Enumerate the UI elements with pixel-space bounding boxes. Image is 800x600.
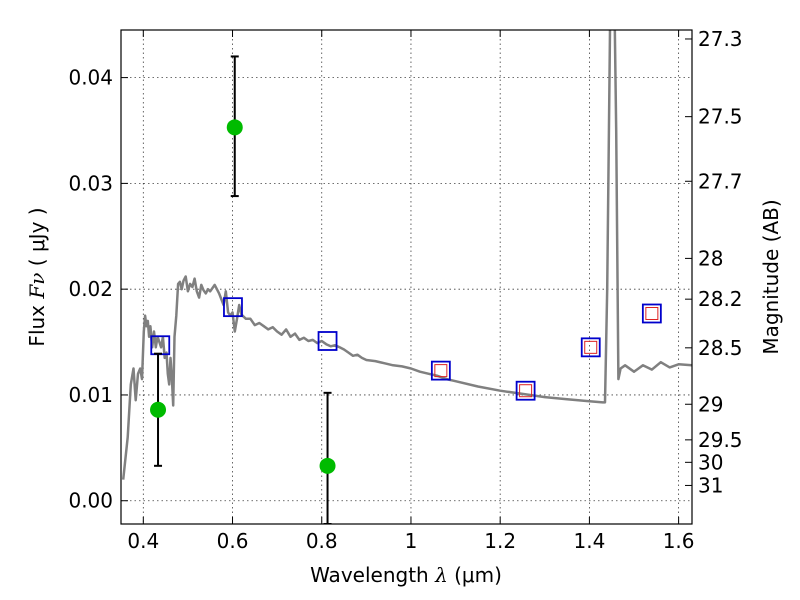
mag-tick-label: 30	[698, 450, 723, 474]
model-photometry-square	[317, 331, 338, 351]
observed-point	[226, 119, 243, 136]
mag-tick-label: 28.2	[698, 287, 743, 311]
x-tick-label: 0.8	[306, 529, 338, 553]
observed-point	[150, 401, 167, 418]
model-photometry-square	[641, 303, 662, 324]
plot-frame	[120, 29, 693, 525]
plot-area	[121, 30, 692, 524]
model-photometry-square	[580, 337, 601, 358]
mag-tick-label: 27.5	[698, 105, 743, 129]
mag-tick-label: 31	[698, 473, 723, 497]
model-photometry-square	[430, 360, 451, 381]
mag-tick-label: 28.5	[698, 336, 743, 360]
model-photometry-square	[223, 297, 243, 318]
y-tick-label: 0.02	[68, 277, 113, 301]
model-photometry-inner-square	[645, 306, 659, 320]
x-tick-label: 1	[405, 529, 418, 553]
model-spectrum-line	[121, 30, 692, 480]
observed-point	[319, 457, 336, 474]
mag-tick-label: 29	[698, 392, 723, 416]
x-axis-label: Wavelength λ (μm)	[310, 563, 502, 587]
mag-tick-label: 29.5	[698, 428, 743, 452]
x-tick-label: 0.6	[217, 529, 249, 553]
mag-tick-label: 28	[698, 246, 723, 270]
x-tick-label: 1.6	[663, 529, 695, 553]
y-tick-label: 0.03	[68, 171, 113, 195]
axis-ticks: 0.4 0.6 0.8 1 1.2 1.4 1.6 0.00 0.01 0.02 0.03 0.04 2…	[68, 27, 742, 553]
model-photometry-inner-square	[584, 340, 598, 354]
x-tick-label: 0.4	[127, 529, 159, 553]
y-tick-label: 0.04	[68, 66, 113, 90]
y-tick-label: 0.00	[68, 489, 113, 513]
mag-tick-label: 27.7	[698, 169, 743, 193]
y-tick-label: 0.01	[68, 383, 113, 407]
model-photometry-square	[515, 380, 536, 401]
y-axis-label: Flux Fν ( μJy )	[25, 207, 49, 346]
y2-axis-label: Magnitude (AB)	[759, 199, 783, 354]
x-tick-label: 1.4	[573, 529, 605, 553]
mag-tick-label: 27.3	[698, 27, 743, 51]
model-photometry-inner-square	[519, 384, 533, 398]
model-photometry-inner-square	[434, 364, 448, 378]
x-tick-label: 1.2	[484, 529, 516, 553]
